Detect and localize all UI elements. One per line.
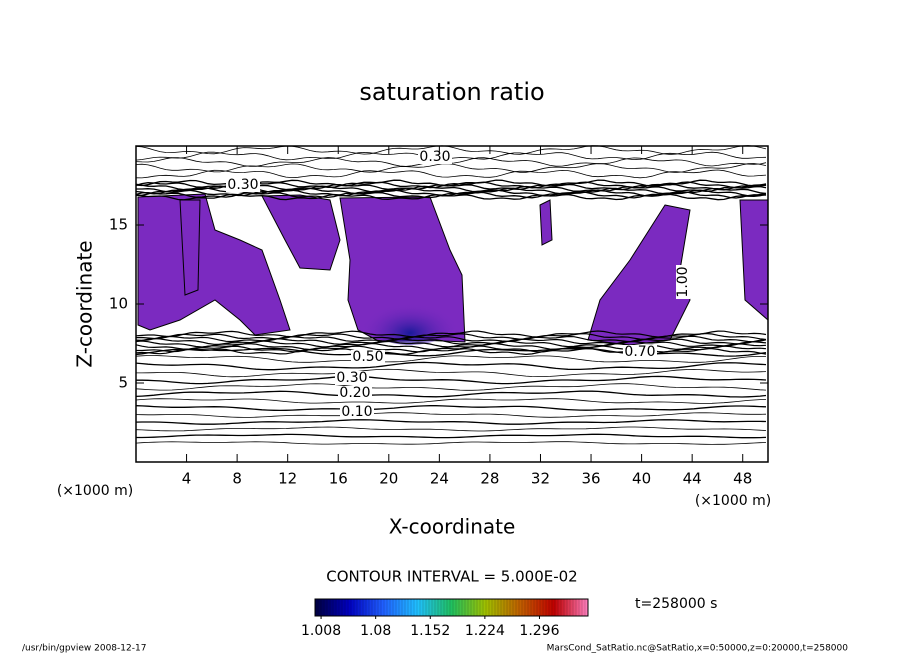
contour-line bbox=[135, 390, 767, 398]
contour-label-bg bbox=[676, 265, 690, 299]
contour-line bbox=[135, 426, 767, 432]
colorbar-tick-label: 1.152 bbox=[410, 623, 450, 639]
contour-label: 0.30 bbox=[227, 177, 258, 193]
colorbar bbox=[314, 598, 589, 617]
contour-label: 0.50 bbox=[352, 349, 383, 365]
x-tick-label: 40 bbox=[632, 470, 651, 488]
time-label: t=258000 s bbox=[635, 596, 717, 612]
contour-line bbox=[135, 163, 767, 173]
contour-line bbox=[136, 375, 767, 385]
contour-line bbox=[135, 145, 767, 155]
contour-line bbox=[135, 412, 767, 418]
y-tick-label: 15 bbox=[109, 216, 128, 234]
chart-title: saturation ratio bbox=[359, 78, 544, 106]
footer-left: /usr/bin/gpview 2008-12-17 bbox=[22, 644, 146, 654]
y-tick-label: 10 bbox=[109, 295, 128, 313]
contour-line bbox=[135, 355, 766, 363]
contour-label: 1.00 bbox=[675, 266, 691, 297]
colorbar-tick-label: 1.296 bbox=[519, 623, 559, 639]
filled-core bbox=[360, 285, 460, 345]
x-tick-label: 32 bbox=[531, 470, 550, 488]
contour-line bbox=[135, 335, 767, 343]
contour-line bbox=[135, 169, 767, 179]
filled-region bbox=[539, 199, 553, 246]
filled-region bbox=[739, 199, 769, 322]
contour-line bbox=[135, 419, 767, 425]
x-tick-label: 16 bbox=[329, 470, 348, 488]
filled-region bbox=[179, 199, 201, 296]
contour-line bbox=[135, 398, 767, 404]
contour-line bbox=[135, 337, 767, 345]
contour-label-bg bbox=[335, 371, 369, 385]
contour-line bbox=[135, 405, 767, 412]
x-tick-label: 36 bbox=[581, 470, 600, 488]
contour-label-bg bbox=[418, 150, 452, 164]
footer-right: MarsCond_SatRatio.nc@SatRatio,x=0:50000,… bbox=[547, 644, 849, 654]
contour-line bbox=[135, 361, 767, 371]
contour-line bbox=[136, 345, 767, 353]
x-tick-label: 4 bbox=[182, 470, 192, 488]
plot-area: 0.300.300.500.300.200.100.701.00 bbox=[135, 145, 769, 445]
x-tick-label: 12 bbox=[278, 470, 297, 488]
colorbar-tick-label: 1.08 bbox=[360, 623, 391, 639]
colorbar-tick-label: 1.008 bbox=[301, 623, 341, 639]
contour-label-bg bbox=[623, 345, 657, 359]
contour-interval: CONTOUR INTERVAL = 5.000E-02 bbox=[326, 568, 577, 586]
x-tick-label: 8 bbox=[232, 470, 242, 488]
contour-label: 0.20 bbox=[339, 385, 370, 401]
colorbar-tick-label: 1.224 bbox=[465, 623, 505, 639]
contour-label-bg bbox=[351, 350, 385, 364]
contour-label: 0.30 bbox=[419, 149, 450, 165]
filled-region bbox=[137, 193, 291, 336]
y-tick-label: 5 bbox=[118, 374, 128, 392]
x-tick-label: 44 bbox=[683, 470, 702, 488]
x-unit: (×1000 m) bbox=[695, 493, 771, 509]
contour-label-bg bbox=[338, 386, 372, 400]
contour-line bbox=[136, 368, 767, 378]
contour-line bbox=[135, 342, 767, 351]
contour-line bbox=[135, 347, 767, 357]
x-tick-label: 24 bbox=[430, 470, 449, 488]
y-unit: (×1000 m) bbox=[57, 483, 133, 499]
contour-line bbox=[135, 383, 767, 391]
contour-label: 0.30 bbox=[336, 370, 367, 386]
x-tick-label: 20 bbox=[379, 470, 398, 488]
x-tick-label: 28 bbox=[480, 470, 499, 488]
filled-region bbox=[261, 194, 341, 271]
contour-label: 0.10 bbox=[341, 404, 372, 420]
x-tick-label: 48 bbox=[733, 470, 752, 488]
contour-label-bg bbox=[226, 178, 260, 192]
contour-line bbox=[135, 332, 767, 341]
contour-line bbox=[136, 433, 767, 439]
contour-line bbox=[135, 347, 767, 356]
x-axis-label: X-coordinate bbox=[389, 515, 516, 539]
contour-line bbox=[135, 441, 767, 445]
contour-line bbox=[135, 193, 767, 201]
contour-label-bg bbox=[340, 405, 374, 419]
contour-label: 0.70 bbox=[624, 344, 655, 360]
y-axis-label: Z-coordinate bbox=[73, 240, 97, 367]
